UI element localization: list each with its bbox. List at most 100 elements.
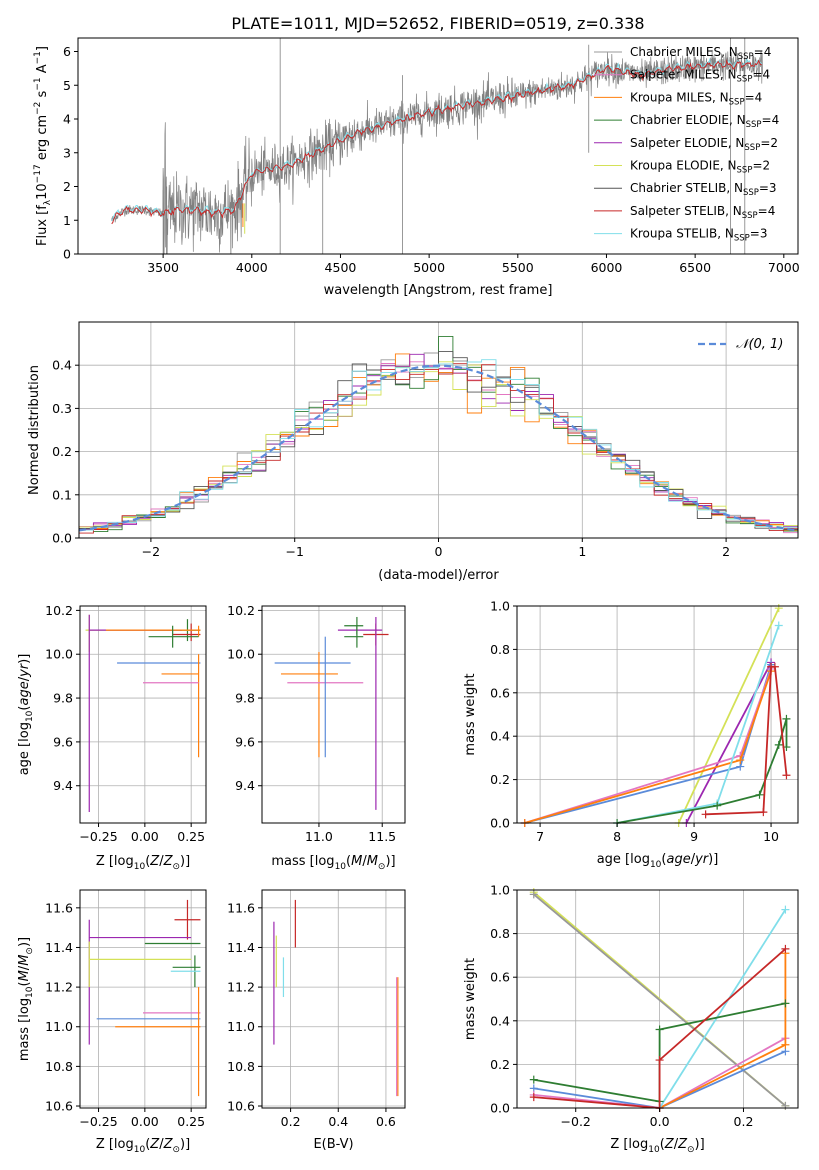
y-tick-label: 10.8 <box>227 1059 255 1074</box>
y-axis-label-part: Flux [f <box>35 205 50 246</box>
x-axis-label-part: 10 <box>650 860 662 870</box>
x-axis-label-part: Z [log <box>610 1137 648 1152</box>
x-axis-label-part: ⊙ <box>687 1145 695 1155</box>
y-tick-label: 3 <box>63 145 71 160</box>
mass-vs-Z-panel: −0.25 0.00 0.25 10.6 10.8 11.0 11.2 11.4 11.6 Z [… <box>17 889 207 1155</box>
legend-label: Salpeter MILES, N <box>630 68 737 82</box>
x-axis-label-part: Z <box>149 854 160 869</box>
y-axis-label-part: ( <box>17 706 32 711</box>
weight-series-line <box>677 607 780 824</box>
y-tick-label: 11.6 <box>227 900 255 915</box>
weight-marker <box>782 714 791 723</box>
y-tick-label: 5 <box>63 78 71 93</box>
weight-series-line <box>616 718 788 824</box>
weight-marker <box>529 1093 538 1102</box>
y-tick-label: 0.1 <box>52 487 72 502</box>
weight-marker <box>529 890 538 899</box>
observed-spectrum-line <box>111 48 763 254</box>
weight-marker <box>774 740 783 749</box>
legend-label: Kroupa MILES, N <box>630 90 729 104</box>
errorbar-plot-area <box>273 899 399 1097</box>
weight-marker <box>736 756 745 765</box>
y-axis-label-part: ⊙ <box>25 947 35 955</box>
spectrum-legend: Chabrier MILES, N SSP =4 Salpeter MILES, N S… <box>594 45 779 244</box>
axes-frame <box>79 889 207 1109</box>
gaussian-reference-curve <box>79 364 798 532</box>
y-tick-label: 11.0 <box>227 1019 255 1034</box>
x-axis-label-part: ( <box>145 854 150 869</box>
x-axis-label-part: ( <box>661 852 666 867</box>
x-axis-label-part: Z <box>677 1137 688 1152</box>
legend-entry: Kroupa ELODIE, NSSP=2 <box>630 159 770 176</box>
x-axis-label-part: Z <box>149 1137 160 1152</box>
y-tick-label: 0.8 <box>490 926 510 941</box>
axes-frame <box>79 605 207 824</box>
y-axis-label: mass weight <box>463 958 478 1040</box>
axes-frame <box>261 605 406 824</box>
y-axis-label-part: / <box>17 676 32 681</box>
x-tick-label: −0.25 <box>79 829 117 844</box>
y-axis-label-part: M <box>17 955 32 966</box>
legend-entry: Chabrier ELODIE, NSSP=4 <box>630 113 779 130</box>
y-tick-label: 0.8 <box>490 642 510 657</box>
legend-subscript: SSP <box>742 211 758 221</box>
x-axis-label-part: )] <box>695 1137 705 1152</box>
x-axis-label-part: ( <box>145 1137 150 1152</box>
x-axis-label-part: yr <box>694 852 710 867</box>
weight-marker <box>782 771 791 780</box>
legend-label: Chabrier ELODIE, N <box>630 113 746 127</box>
y-axis-label: mass [log10(M/M⊙)] <box>17 937 35 1061</box>
legend-label: Kroupa ELODIE, N <box>630 159 737 173</box>
y-tick-label: 10.0 <box>45 647 73 662</box>
y-axis-label-part: yr <box>17 662 32 678</box>
y-axis-label-part: A <box>35 64 50 77</box>
y-tick-label: 9.6 <box>235 734 255 749</box>
weight-plot-area <box>520 604 791 827</box>
legend-suffix: =4 <box>752 68 770 82</box>
legend-label: Chabrier MILES, N <box>630 45 738 59</box>
residual-panel: −2 −1 0 1 2 0.0 0.1 0.2 0.3 0.4 (data-model)/error… <box>27 321 799 583</box>
x-axis-label: Z [log10(Z/Z⊙)] <box>96 854 190 872</box>
spectrum-plot-area <box>111 38 763 254</box>
y-axis-label-part: −17 <box>33 164 43 183</box>
weight-marker <box>781 944 790 953</box>
weight-series-line <box>658 909 787 1109</box>
weight-marker <box>529 1075 538 1084</box>
x-axis-label-part: ( <box>660 1137 665 1152</box>
x-tick-label: 7000 <box>768 260 800 275</box>
legend-suffix: =2 <box>760 136 778 150</box>
y-tick-label: 11.2 <box>45 980 73 995</box>
y-axis-label: mass weight <box>463 673 478 755</box>
y-axis-label-part: age [log <box>17 722 32 775</box>
x-axis-label-part: ⊙ <box>172 862 180 872</box>
x-axis-label-part: / <box>159 854 164 869</box>
legend-subscript: SSP <box>734 234 750 244</box>
weight-marker <box>655 1056 664 1065</box>
x-tick-label: 1 <box>578 544 586 559</box>
y-axis-label-part: 10 <box>25 986 35 998</box>
x-tick-label: 2 <box>722 544 730 559</box>
y-axis-label-part: )] <box>17 937 32 947</box>
y-tick-label: 11.4 <box>45 940 73 955</box>
axes-frame <box>77 37 799 255</box>
y-tick-label: 4 <box>63 112 71 127</box>
legend-subscript: SSP <box>729 97 745 107</box>
x-axis-label-part: )] <box>708 852 718 867</box>
y-axis-label: Normed distribution <box>27 365 42 495</box>
x-axis-label: age [log10(age/yr)] <box>597 852 719 870</box>
y-tick-label: 0 <box>63 247 71 262</box>
residual-plot-area <box>79 335 798 537</box>
legend-subscript: SSP <box>746 120 762 130</box>
y-tick-label: 1.0 <box>490 599 510 614</box>
x-tick-label: 6500 <box>679 260 711 275</box>
weight-marker <box>701 810 710 819</box>
y-tick-label: 0.0 <box>490 1101 510 1116</box>
y-tick-label: 0.4 <box>490 1013 510 1028</box>
x-axis-label-part: )] <box>180 1137 190 1152</box>
y-tick-label: 11.2 <box>227 980 255 995</box>
x-tick-label: 9 <box>690 829 698 844</box>
x-axis-label-part: mass [log <box>271 854 334 869</box>
x-tick-label: 4000 <box>236 260 268 275</box>
